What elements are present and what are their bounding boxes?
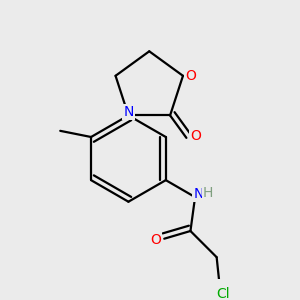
Text: N: N: [123, 105, 134, 119]
Text: N: N: [194, 187, 204, 201]
Text: O: O: [190, 129, 201, 143]
Text: O: O: [150, 233, 161, 247]
Text: Cl: Cl: [216, 287, 230, 300]
Text: H: H: [203, 186, 213, 200]
Text: O: O: [185, 69, 196, 83]
